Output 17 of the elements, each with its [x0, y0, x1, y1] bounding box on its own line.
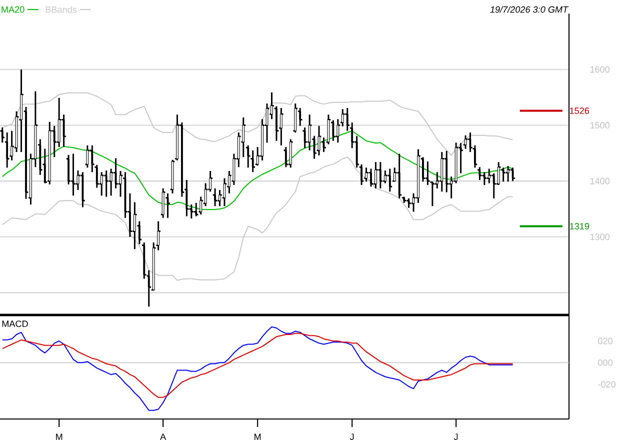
ref-line-label: 1526 — [570, 108, 590, 114]
x-tick-label: M — [56, 434, 62, 440]
ref-line-label: 1319 — [570, 223, 590, 230]
x-tick-label: J — [454, 434, 458, 440]
y-tick-label: 1500 — [590, 122, 610, 128]
x-tick-label: A — [160, 434, 166, 440]
y-tick-label: 1400 — [590, 178, 610, 184]
y-tick-label: 1600 — [590, 66, 610, 73]
y-tick-label: 1300 — [590, 234, 610, 240]
chart-title: MACD — [2, 320, 28, 328]
x-tick-label: M — [254, 434, 261, 440]
text: 19/7/2026 3:0 GMT — [490, 6, 569, 13]
y-tick-label: -020 — [598, 381, 616, 388]
x-tick-label: J — [350, 434, 354, 440]
y-tick-label: 000 — [598, 359, 612, 366]
legend-label: MA20 — [2, 6, 24, 13]
y-tick-label: 020 — [598, 338, 612, 344]
